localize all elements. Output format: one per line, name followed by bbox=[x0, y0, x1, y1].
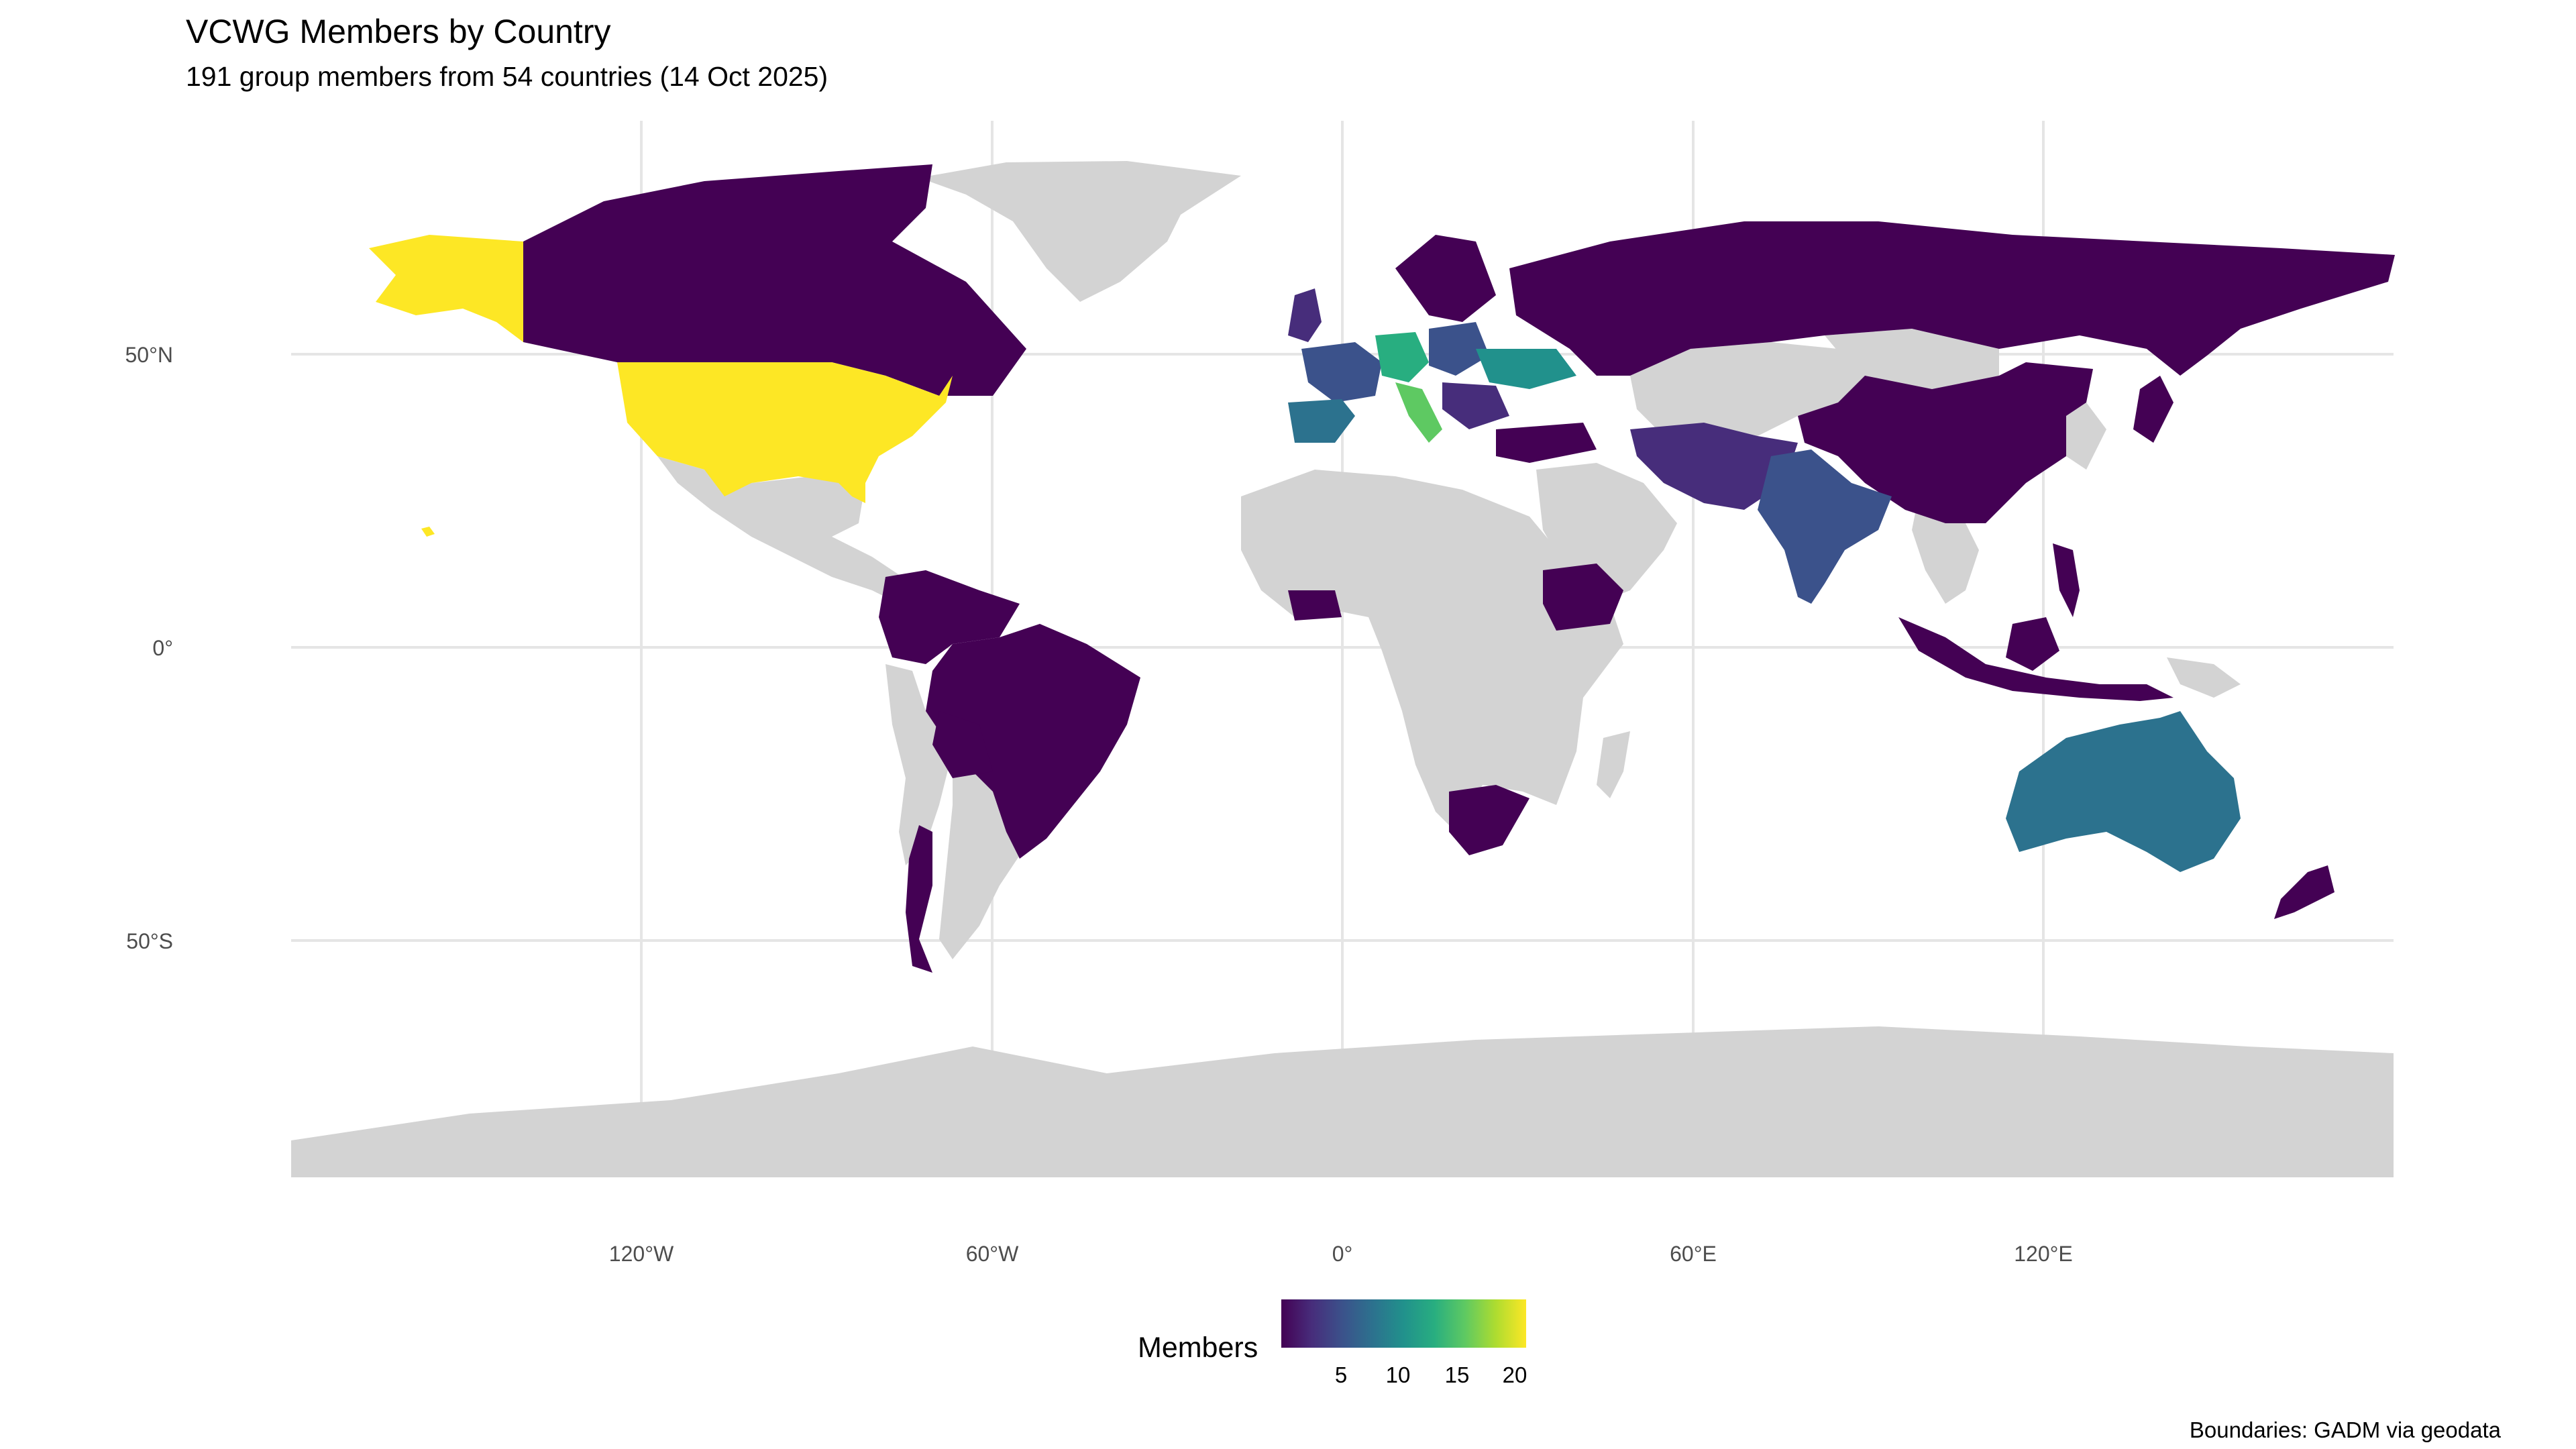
region-greenland bbox=[919, 161, 1241, 302]
region-france bbox=[1301, 342, 1382, 402]
region-ethiopia bbox=[1543, 564, 1623, 631]
y-tick-label: 50°S bbox=[126, 929, 173, 953]
region-south-america-west bbox=[885, 664, 953, 865]
region-brazil bbox=[926, 624, 1140, 859]
region-borneo bbox=[2006, 617, 2059, 671]
legend-colorbar bbox=[1281, 1299, 1526, 1348]
region-poland-baltics bbox=[1429, 322, 1489, 376]
chart-title: VCWG Members by Country bbox=[186, 13, 611, 50]
legend-tick-label: 5 bbox=[1334, 1362, 1348, 1387]
region-ukraine bbox=[1476, 349, 1576, 389]
x-axis: 120°W 60°W 0° 60°E 120°E bbox=[609, 1242, 2073, 1266]
region-china bbox=[1798, 362, 2093, 523]
region-new-zealand bbox=[2274, 865, 2334, 919]
region-antarctica bbox=[291, 1026, 2394, 1177]
region-mongolia bbox=[1825, 329, 1999, 389]
x-tick-label: 120°E bbox=[2014, 1242, 2073, 1266]
y-axis: 50°N 0° 50°S bbox=[125, 343, 174, 953]
region-south-africa bbox=[1449, 785, 1529, 855]
region-australia bbox=[2006, 711, 2241, 872]
region-scandinavia bbox=[1395, 235, 1496, 322]
region-turkey bbox=[1496, 423, 1597, 463]
region-west-africa bbox=[1288, 590, 1342, 621]
region-spain bbox=[1288, 399, 1355, 443]
region-germany bbox=[1375, 332, 1429, 382]
member-regions bbox=[369, 164, 2395, 973]
caption: Boundaries: GADM via geodata bbox=[2189, 1417, 2501, 1442]
y-tick-label: 0° bbox=[152, 636, 173, 660]
region-uk bbox=[1288, 288, 1322, 342]
region-japan bbox=[2133, 376, 2174, 443]
legend-tick-label: 20 bbox=[1502, 1362, 1527, 1387]
x-tick-label: 120°W bbox=[609, 1242, 674, 1266]
region-india bbox=[1758, 449, 1892, 604]
legend-tick-label: 15 bbox=[1444, 1362, 1470, 1387]
region-italy bbox=[1395, 382, 1442, 443]
region-madagascar bbox=[1597, 731, 1630, 798]
region-korea-japan bbox=[2066, 402, 2106, 470]
y-tick-label: 50°N bbox=[125, 343, 174, 367]
x-tick-label: 60°W bbox=[966, 1242, 1019, 1266]
region-chile bbox=[906, 825, 932, 973]
region-balkans bbox=[1442, 382, 1509, 429]
region-canada bbox=[523, 164, 1026, 396]
region-alaska bbox=[369, 235, 523, 342]
region-russia bbox=[1509, 221, 2395, 376]
region-philippines bbox=[2053, 543, 2080, 617]
region-indonesia bbox=[1898, 617, 2174, 701]
region-mexico-central-america bbox=[657, 456, 912, 604]
region-papua bbox=[2167, 657, 2241, 698]
region-hawaii bbox=[421, 527, 435, 537]
region-central-asia bbox=[1630, 342, 1865, 443]
region-africa bbox=[1241, 470, 1623, 832]
legend-tick-label: 10 bbox=[1385, 1362, 1411, 1387]
legend-title: Members bbox=[1138, 1332, 1258, 1364]
region-iran-pakistan bbox=[1630, 423, 1798, 510]
x-tick-label: 0° bbox=[1332, 1242, 1353, 1266]
region-usa bbox=[617, 362, 953, 503]
chart-subtitle: 191 group members from 54 countries (14 … bbox=[186, 61, 828, 92]
region-bolivia bbox=[932, 711, 993, 778]
x-tick-label: 60°E bbox=[1670, 1242, 1717, 1266]
region-colombia-venezuela bbox=[879, 570, 1020, 664]
